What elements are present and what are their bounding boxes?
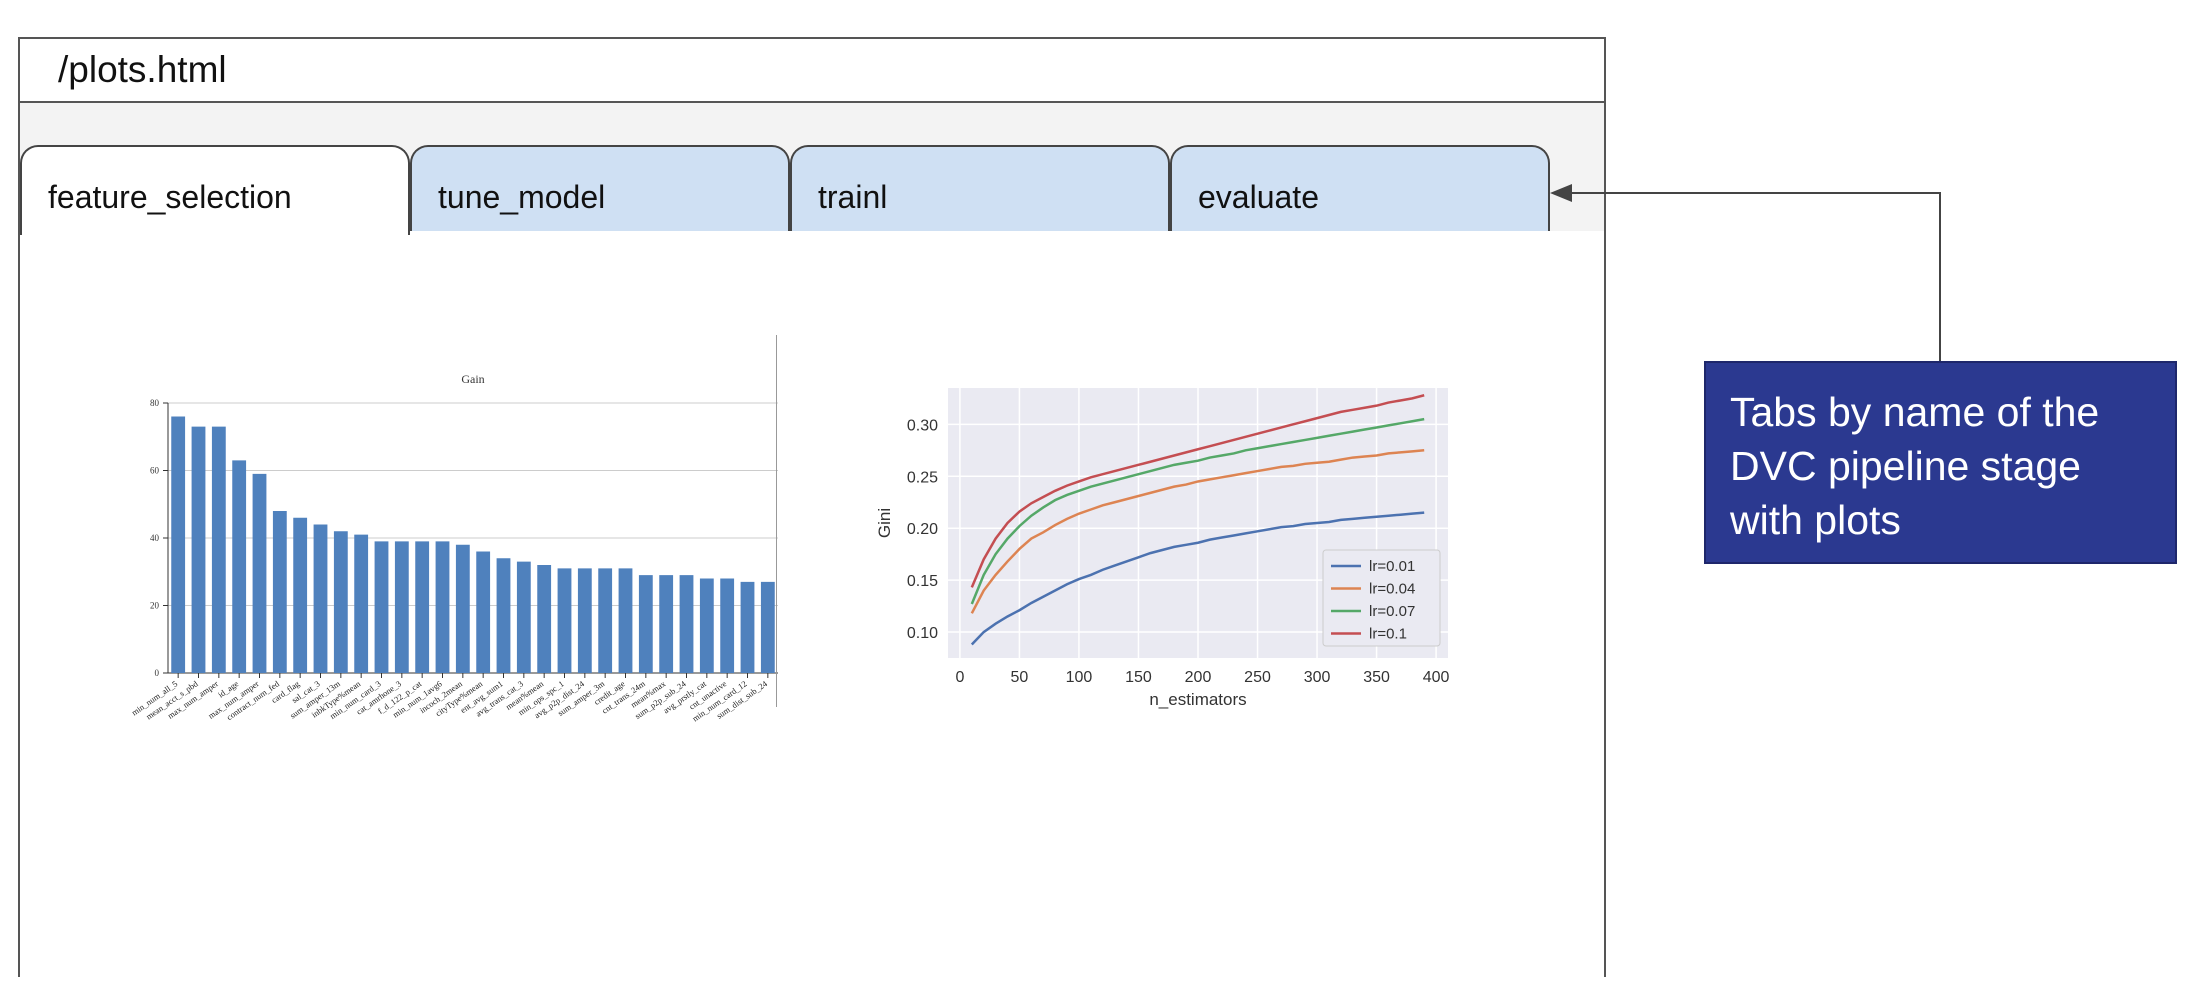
bar [659, 575, 674, 673]
x-tick-label: 350 [1363, 669, 1390, 686]
bar [394, 541, 409, 673]
bar [191, 426, 206, 673]
bar [537, 565, 552, 673]
x-tick-label: 150 [1125, 669, 1152, 686]
tab-tune-model[interactable]: tune_model [410, 145, 790, 231]
y-tick-label: 0.10 [907, 625, 938, 642]
bar [313, 524, 328, 673]
x-tick-label: 0 [955, 669, 964, 686]
y-tick-label: 0 [155, 668, 160, 678]
x-axis-label: n_estimators [1149, 690, 1246, 709]
bar [577, 568, 592, 673]
series-line [970, 417, 1425, 605]
x-tick-label: 250 [1244, 669, 1271, 686]
legend-label: lr=0.07 [1369, 603, 1415, 620]
bar [496, 558, 511, 673]
address-bar-url: /plots.html [58, 49, 227, 90]
x-tick-label: 400 [1423, 669, 1450, 686]
bar [374, 541, 389, 673]
tab-label: tune_model [438, 179, 606, 215]
legend [1322, 549, 1441, 647]
bar [232, 460, 247, 673]
legend-label: lr=0.1 [1369, 626, 1407, 643]
legend-label: lr=0.01 [1369, 558, 1415, 575]
bar [740, 581, 755, 673]
y-tick-label: 60 [150, 466, 160, 476]
tab-label: evaluate [1198, 179, 1319, 215]
bar [598, 568, 613, 673]
plot-divider [776, 335, 777, 707]
y-tick-label: 0.15 [907, 573, 938, 590]
callout-text: Tabs by name of the DVC pipeline stage w… [1730, 389, 2100, 543]
y-tick-label: 80 [150, 398, 160, 408]
bar [638, 575, 653, 673]
x-tick-label: 50 [1011, 669, 1029, 686]
bar [333, 531, 348, 673]
arrow-head-icon [1550, 184, 1572, 202]
y-tick-label: 40 [150, 533, 160, 543]
bar [435, 541, 450, 673]
y-tick-label: 0.25 [907, 469, 938, 486]
bar [516, 561, 531, 673]
browser-window: /plots.html feature_selection tune_model… [18, 37, 1606, 991]
tab-label: trainl [818, 179, 888, 215]
bar [455, 544, 470, 673]
x-tick-label: 200 [1185, 669, 1212, 686]
bar [618, 568, 633, 673]
tab-label: feature_selection [48, 179, 292, 215]
bar [171, 416, 186, 673]
y-tick-label: 0.20 [907, 521, 938, 538]
series-line [970, 449, 1425, 614]
callout-box: Tabs by name of the DVC pipeline stage w… [1704, 361, 2177, 564]
x-tick-label: 100 [1066, 669, 1093, 686]
y-tick-label: 0.30 [907, 417, 938, 434]
bar [252, 473, 267, 673]
x-tick-label: 300 [1304, 669, 1331, 686]
series-line [970, 511, 1425, 646]
y-axis-label: Gini [875, 508, 894, 538]
bar [476, 551, 491, 673]
gini-line-chart: 0 50 100 150 200 250 300 350 400 0.10 0.15 0.20 0.25… [875, 388, 1450, 709]
bar [679, 575, 694, 673]
bar [211, 426, 226, 673]
chart-title: Gain [461, 372, 484, 386]
address-bar[interactable]: /plots.html [20, 39, 1604, 103]
tab-trainl[interactable]: trainl [790, 145, 1170, 231]
bar [720, 578, 735, 673]
bar [760, 581, 775, 673]
gain-bar-chart: Gain020406080min_num_all_5mean_acct_s_pb… [129, 372, 778, 723]
tab-feature-selection[interactable]: feature_selection [20, 145, 410, 235]
bar [557, 568, 572, 673]
bar [415, 541, 430, 673]
tab-evaluate[interactable]: evaluate [1170, 145, 1550, 231]
bar [699, 578, 714, 673]
callout-arrow [1550, 184, 1941, 361]
legend-label: lr=0.04 [1369, 581, 1415, 598]
bar [293, 517, 308, 673]
series-line [970, 394, 1425, 588]
bar [272, 511, 287, 673]
plots-panel: Gain 0 20 40 60 80 min_num_all_5 mean_acct_s_pb… [20, 231, 1604, 991]
y-tick-label: 20 [150, 601, 160, 611]
bar [354, 534, 369, 673]
